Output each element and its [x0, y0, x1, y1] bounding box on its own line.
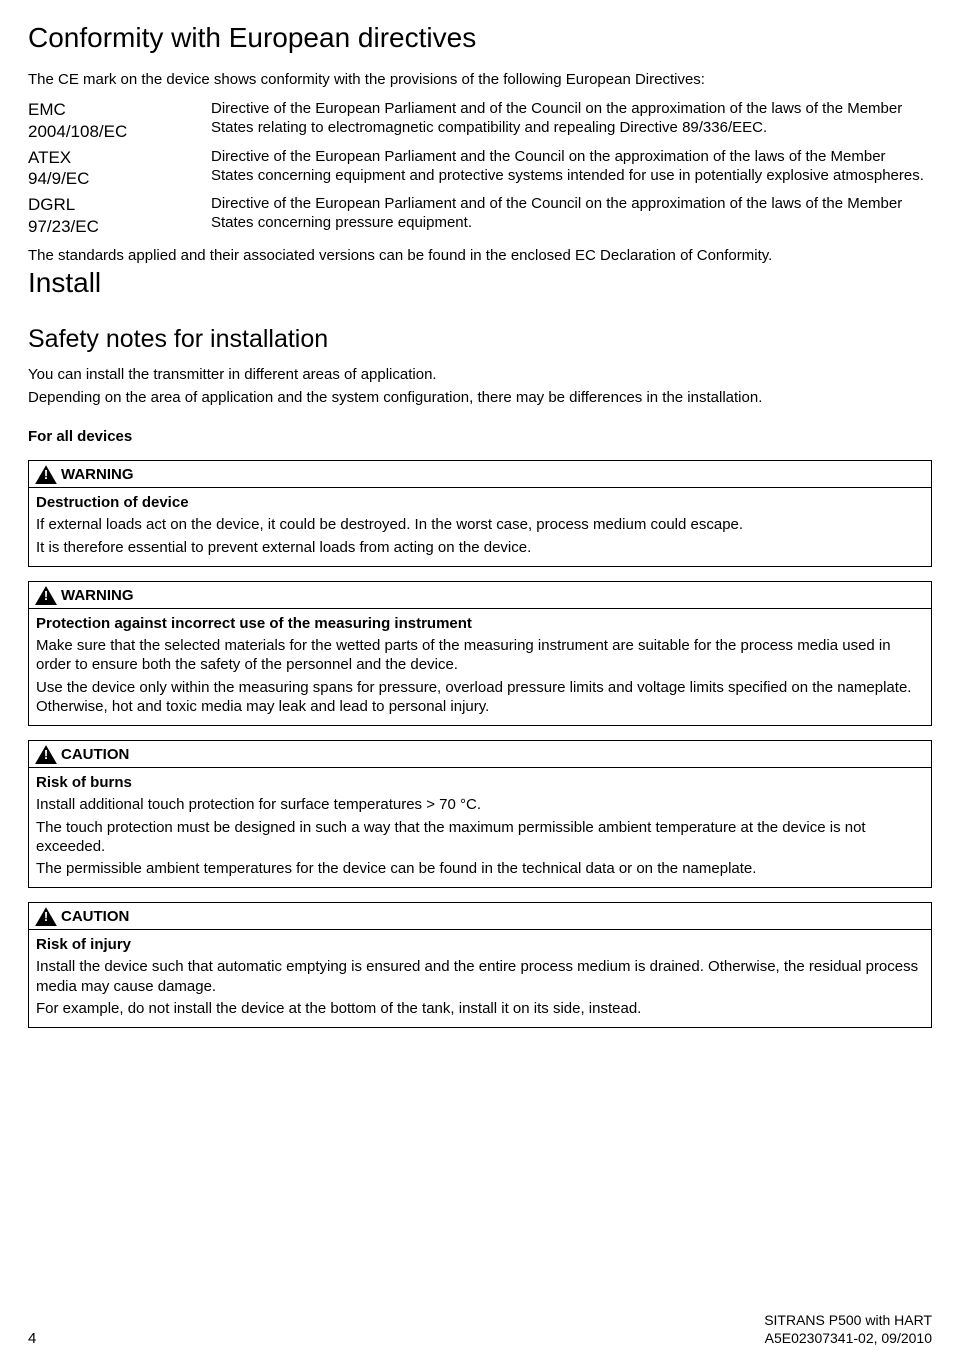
directive-desc: Directive of the European Parliament and…: [211, 97, 932, 145]
safety-para: Depending on the area of application and…: [28, 388, 932, 407]
warning-icon: [35, 586, 57, 605]
warning-box-destruction: WARNING Destruction of device If externa…: [28, 460, 932, 567]
for-all-devices-heading: For all devices: [28, 427, 932, 446]
warning-text: Use the device only within the measuring…: [36, 678, 924, 716]
directive-code: 94/9/EC: [28, 168, 203, 190]
caution-text: The touch protection must be designed in…: [36, 818, 924, 856]
caution-label: CAUTION: [61, 745, 129, 764]
page-number: 4: [28, 1329, 36, 1348]
directive-row: EMC 2004/108/EC Directive of the Europea…: [28, 97, 932, 145]
directive-code: 97/23/EC: [28, 216, 203, 238]
caution-label: CAUTION: [61, 907, 129, 926]
caution-text: Install the device such that automatic e…: [36, 957, 924, 995]
warning-label: WARNING: [61, 465, 134, 484]
caution-box-burns: CAUTION Risk of burns Install additional…: [28, 740, 932, 888]
caution-title: Risk of burns: [36, 773, 924, 792]
caution-text: The permissible ambient temperatures for…: [36, 859, 924, 878]
warning-text: If external loads act on the device, it …: [36, 515, 924, 534]
caution-title: Risk of injury: [36, 935, 924, 954]
directive-desc: Directive of the European Parliament and…: [211, 145, 932, 193]
directive-name: ATEX: [28, 147, 203, 169]
directive-name: EMC: [28, 99, 203, 121]
warning-icon: [35, 465, 57, 484]
directives-table: EMC 2004/108/EC Directive of the Europea…: [28, 97, 932, 240]
caution-text: Install additional touch protection for …: [36, 795, 924, 814]
directive-name: DGRL: [28, 194, 203, 216]
intro-text: The CE mark on the device shows conformi…: [28, 70, 932, 89]
page-footer: 4 SITRANS P500 with HART A5E02307341-02,…: [28, 1312, 932, 1348]
caution-icon: [35, 907, 57, 926]
caution-box-injury: CAUTION Risk of injury Install the devic…: [28, 902, 932, 1028]
caution-text: For example, do not install the device a…: [36, 999, 924, 1018]
warning-text: Make sure that the selected materials fo…: [36, 636, 924, 674]
document-id: A5E02307341-02, 09/2010: [764, 1330, 932, 1348]
warning-title: Destruction of device: [36, 493, 924, 512]
warning-title: Protection against incorrect use of the …: [36, 614, 924, 633]
directive-row: ATEX 94/9/EC Directive of the European P…: [28, 145, 932, 193]
product-name: SITRANS P500 with HART: [764, 1312, 932, 1330]
caution-icon: [35, 745, 57, 764]
warning-label: WARNING: [61, 586, 134, 605]
heading-safety-notes: Safety notes for installation: [28, 323, 932, 355]
warning-box-protection: WARNING Protection against incorrect use…: [28, 581, 932, 726]
directive-code: 2004/108/EC: [28, 121, 203, 143]
warning-text: It is therefore essential to prevent ext…: [36, 538, 924, 557]
directive-row: DGRL 97/23/EC Directive of the European …: [28, 192, 932, 240]
directive-desc: Directive of the European Parliament and…: [211, 192, 932, 240]
safety-para: You can install the transmitter in diffe…: [28, 365, 932, 384]
standards-note: The standards applied and their associat…: [28, 246, 932, 265]
heading-install: Install: [28, 265, 932, 301]
heading-conformity: Conformity with European directives: [28, 20, 932, 56]
